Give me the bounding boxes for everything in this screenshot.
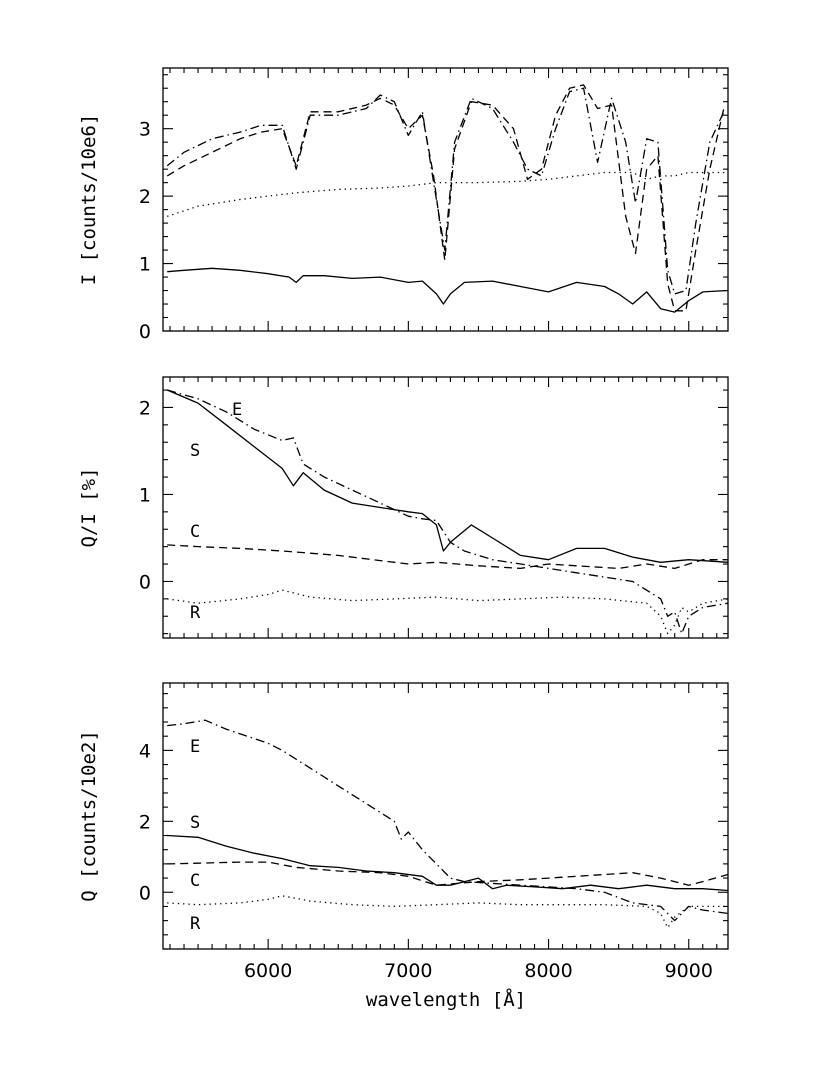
- y-tick-label: 0: [139, 321, 151, 343]
- y-tick-label: 0: [139, 882, 151, 904]
- plot-frame: [162, 376, 729, 639]
- series-line-solid: [167, 834, 729, 892]
- x-tick-label: 6000: [244, 960, 292, 982]
- y-axis-title: I [counts/10e6]: [78, 114, 100, 286]
- series-line-dotted: [167, 589, 729, 635]
- x-axis-title: wavelength [Å]: [366, 988, 526, 1011]
- series-line-dashdot: [166, 87, 725, 295]
- panel-fractional-polarization: 0 1 2 Q/I [%] S E C R: [78, 376, 729, 639]
- series-line-dashdot: [167, 389, 729, 635]
- panel-polarized-counts: 0 2 4 6000 7000 8000 9000 Q [counts/10e2] S E C R: [78, 682, 729, 982]
- series-label: S: [190, 813, 200, 833]
- y-tick-label: 3: [139, 119, 151, 141]
- y-tick-label: 2: [139, 811, 151, 833]
- series-line-solid: [166, 389, 729, 563]
- y-tick-label: 2: [139, 186, 151, 208]
- y-tick-label: 1: [139, 254, 151, 276]
- y-tick-label: 2: [139, 397, 151, 419]
- x-tick-label: 7000: [384, 960, 432, 982]
- series-label: R: [190, 914, 201, 934]
- y-tick-label: 1: [139, 484, 151, 506]
- series-label: E: [190, 737, 200, 757]
- y-tick-label: 4: [139, 740, 151, 762]
- x-tick-label: 9000: [665, 960, 713, 982]
- series-line-dashdot: [167, 719, 729, 922]
- series-line-solid: [167, 267, 729, 313]
- series-label: C: [190, 871, 200, 891]
- series-label: R: [190, 603, 201, 623]
- series-line-dotted: [166, 171, 728, 218]
- plot-frame: [162, 682, 729, 950]
- y-tick-label: 0: [139, 571, 151, 593]
- y-axis-title: Q/I [%]: [78, 467, 100, 547]
- series-line-dotted: [167, 895, 728, 929]
- plot-frame: [162, 67, 729, 332]
- y-axis-title: Q [counts/10e2]: [78, 730, 100, 902]
- series-label: C: [190, 522, 200, 542]
- x-tick-label: 8000: [524, 960, 572, 982]
- series-line-dashed: [167, 544, 728, 570]
- series-label: S: [190, 441, 200, 461]
- panel-intensity: 0 1 2 3 I [counts/10e6]: [78, 67, 729, 343]
- series-line-dashed: [167, 861, 729, 886]
- series-label: E: [232, 400, 242, 420]
